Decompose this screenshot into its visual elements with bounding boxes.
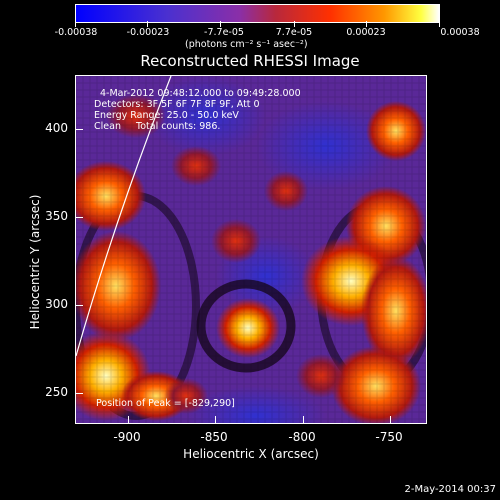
y-tick-label: 400	[45, 121, 68, 135]
peak-position-label: Position of Peak = [-829,290]	[96, 398, 235, 409]
x-tick-label: -800	[288, 430, 316, 444]
image-title: Reconstructed RHESSI Image	[140, 52, 360, 70]
colorbar-label: 0.00023	[346, 27, 386, 38]
colorbar-units: (photons cm⁻² s⁻¹ asec⁻²)	[185, 39, 308, 50]
colorbar-label: -7.7e-05	[204, 27, 244, 38]
colorbar	[75, 4, 440, 23]
colorbar-ticks: -0.00038 -0.00023 -7.7e-05 7.7e-05 0.000…	[0, 0, 500, 40]
x-axis-title: Heliocentric X (arcsec)	[183, 447, 319, 461]
timestamp: 2-May-2014 00:37	[404, 484, 496, 495]
y-axis-title: Heliocentric Y (arcsec)	[28, 194, 42, 330]
colorbar-label: -0.00023	[126, 27, 170, 38]
y-tick-label: 350	[45, 209, 68, 223]
colorbar-label: -0.00038	[54, 27, 98, 38]
time-range-label: 4-Mar-2012 09:48:12.000 to 09:49:28.000	[100, 88, 301, 99]
y-tick-label: 300	[45, 297, 68, 311]
x-tick-label: -900	[113, 430, 141, 444]
colorbar-label: 7.7e-05	[275, 27, 313, 38]
method-label: Clean Total counts: 986.	[94, 121, 221, 132]
heatmap-svg	[76, 76, 426, 423]
y-tick-label: 250	[45, 385, 68, 399]
rhessi-image: 4-Mar-2012 09:48:12.000 to 09:49:28.000 …	[75, 75, 427, 424]
detectors-label: Detectors: 3F 5F 6F 7F 8F 9F, Att 0	[94, 99, 260, 110]
energy-range-label: Energy Range: 25.0 - 50.0 keV	[94, 110, 239, 121]
colorbar-label: 0.00038	[440, 27, 480, 38]
x-tick-label: -750	[375, 430, 403, 444]
x-tick-label: -850	[200, 430, 228, 444]
